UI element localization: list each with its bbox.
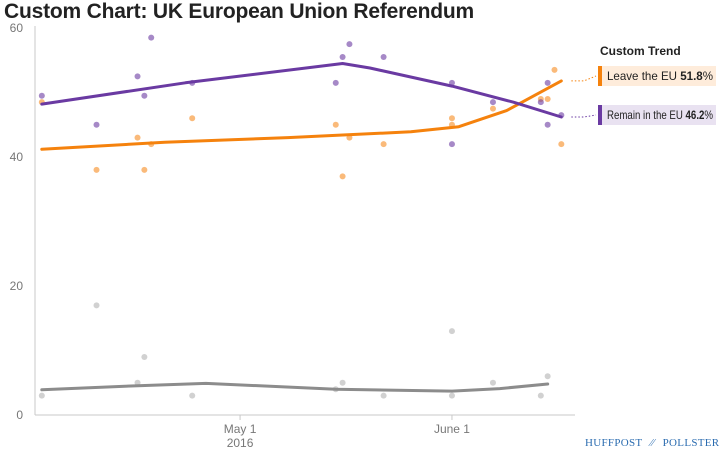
legend-swatch xyxy=(598,105,602,125)
undecided-poll-point xyxy=(339,379,346,386)
legend-swatch xyxy=(598,66,602,86)
remain-poll-point xyxy=(332,79,339,86)
legend-entry-unit: % xyxy=(704,108,713,122)
leave-poll-point xyxy=(332,121,339,128)
leave-trend-line xyxy=(40,79,563,151)
leave-poll-point xyxy=(380,141,387,148)
legend-entry-unit: % xyxy=(703,69,714,83)
remain-poll-point xyxy=(544,79,551,86)
undecided-poll-point xyxy=(537,392,544,399)
legend-entry-background xyxy=(598,66,716,86)
leave-poll-point xyxy=(93,166,100,173)
undecided-poll-point xyxy=(489,379,496,386)
leave-poll-point xyxy=(134,134,141,141)
legend-entry-value: 46.2 xyxy=(686,108,705,122)
data-points xyxy=(38,34,565,399)
undecided-poll-point xyxy=(448,392,455,399)
trend-lines xyxy=(40,62,563,393)
legend-entry-label: Leave the EU 51.8% xyxy=(607,69,713,83)
leave-poll-point xyxy=(551,66,558,73)
remain-poll-point xyxy=(148,34,155,41)
undecided-poll-point xyxy=(448,328,455,335)
undecided-poll-point xyxy=(380,392,387,399)
x-tick-label: May 1 xyxy=(224,422,257,436)
legend-leader-line xyxy=(571,114,597,118)
remain-poll-point xyxy=(544,121,551,128)
remain-poll-point xyxy=(93,121,100,128)
remain-poll-point xyxy=(489,99,496,106)
undecided-poll-point xyxy=(544,373,551,380)
leave-poll-point xyxy=(339,173,346,180)
brand-left-text: HUFFPOST xyxy=(585,437,643,449)
remain-poll-point xyxy=(38,92,45,99)
y-tick-label: 20 xyxy=(10,279,24,293)
remain-poll-point xyxy=(339,54,346,61)
y-tick-label: 60 xyxy=(10,21,24,35)
remain-trend-line xyxy=(40,62,563,119)
leave-poll-point xyxy=(141,166,148,173)
remain-poll-point xyxy=(380,54,387,61)
x-tick-label: June 1 xyxy=(434,422,470,436)
y-tick-label: 40 xyxy=(10,150,24,164)
leave-poll-point xyxy=(448,115,455,122)
legend: Custom Trend Leave the EU 51.8% Remain in … xyxy=(571,44,716,125)
legend-leader-line xyxy=(571,75,597,82)
undecided-poll-point xyxy=(189,392,196,399)
legend-entry-label: Remain in the EU 46.2% xyxy=(607,108,713,122)
legend-title: Custom Trend xyxy=(600,44,681,58)
leave-poll-point xyxy=(558,141,565,148)
leave-poll-point xyxy=(189,115,196,122)
chart-title: Custom Chart: UK European Union Referend… xyxy=(4,0,474,23)
undecided-poll-point xyxy=(38,392,45,399)
y-tick-label: 0 xyxy=(16,408,23,422)
remain-poll-point xyxy=(448,141,455,148)
brand-right-text: POLLSTER xyxy=(662,437,720,449)
remain-poll-point xyxy=(141,92,148,99)
leave-poll-point xyxy=(489,105,496,112)
legend-entry-value: 51.8 xyxy=(680,69,703,83)
remain-poll-point xyxy=(537,99,544,106)
legend-entry-background xyxy=(598,105,716,125)
undecided-poll-point xyxy=(141,353,148,360)
remain-poll-point xyxy=(346,41,353,48)
undecided-poll-point xyxy=(93,302,100,309)
pollster-brand-logo: HUFFPOST ⁄⁄ POLLSTER xyxy=(585,437,719,449)
brand-separator: ⁄⁄ xyxy=(650,437,655,449)
remain-poll-point xyxy=(134,73,141,80)
leave-poll-point xyxy=(544,95,551,102)
x-tick-year-label: 2016 xyxy=(227,436,254,450)
undecided-trend-line xyxy=(40,381,550,393)
